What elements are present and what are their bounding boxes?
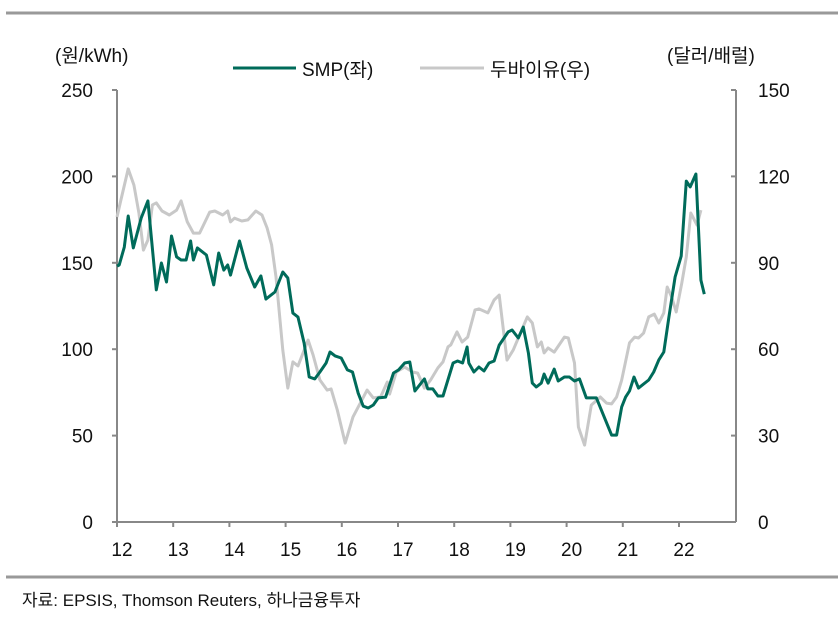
right-tick-label: 60 [758,340,779,361]
left-tick-label: 150 [61,254,93,275]
right-tick-label: 0 [758,513,769,534]
right-tick-label: 90 [758,254,779,275]
x-tick-label: 20 [561,540,582,561]
x-tick-label: 13 [168,540,189,561]
right-tick-label: 150 [758,81,790,102]
legend-label-dubai: 두바이유(우) [490,59,590,81]
left-tick-label: 50 [72,427,93,448]
right-tick-label: 120 [758,167,790,188]
left-tick-label: 0 [82,513,93,534]
series-line-smp [116,172,706,437]
left-axis-unit: (원/kWh) [55,45,128,67]
series-line-dubai [115,167,703,447]
legend: SMP(좌) 두바이유(우) [233,59,590,81]
x-tick-label: 14 [224,540,246,561]
series-layer [115,167,706,447]
x-tick-label: 12 [111,540,132,561]
x-tick-label: 21 [617,540,638,561]
left-tick-label: 200 [61,167,93,188]
x-tick-label: 18 [449,540,470,561]
x-tick-label: 19 [505,540,526,561]
right-axis-unit: (달러/배럴) [667,45,755,67]
right-tick-label: 30 [758,427,779,448]
source-note: 자료: EPSIS, Thomson Reuters, 하나금융투자 [22,591,361,610]
axes: 0 50 100 150 200 250 0 30 60 90 120 150 12 13 14 15 16 17… [61,81,789,561]
left-tick-label: 100 [61,340,93,361]
x-tick-label: 22 [673,540,694,561]
legend-label-smp: SMP(좌) [302,59,373,81]
x-tick-label: 17 [392,540,413,561]
x-tick-label: 16 [336,540,357,561]
x-tick-label: 15 [280,540,301,561]
left-tick-label: 250 [61,81,93,102]
